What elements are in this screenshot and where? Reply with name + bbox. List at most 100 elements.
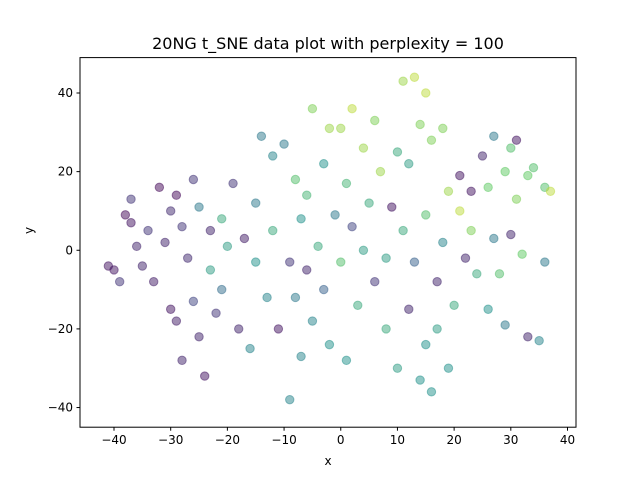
scatter-point	[404, 304, 414, 314]
scatter-point	[302, 265, 312, 275]
scatter-point	[319, 159, 329, 169]
y-axis-ticks: −40 −20 0 20 40	[48, 86, 80, 415]
scatter-point	[449, 300, 459, 311]
scatter-point	[217, 214, 227, 224]
scatter-point	[109, 265, 119, 275]
scatter-point	[171, 316, 182, 326]
scatter-point	[421, 88, 431, 98]
scatter-point	[171, 190, 182, 200]
scatter-point	[438, 123, 448, 134]
scatter-point	[472, 269, 482, 279]
scatter-point	[324, 339, 335, 350]
scatter-point	[336, 257, 346, 267]
scatter-point	[409, 257, 420, 267]
scatter-point	[177, 221, 187, 232]
scatter-point	[387, 202, 397, 212]
scatter-point	[211, 308, 221, 318]
scatter-point	[262, 292, 272, 303]
scatter-point	[506, 229, 516, 240]
scatter-point	[421, 210, 431, 220]
scatter-point	[511, 194, 522, 204]
scatter-point	[137, 261, 148, 271]
scatter-point	[540, 257, 550, 267]
scatter-point	[432, 324, 442, 334]
scatter-point	[506, 143, 516, 153]
scatter-point	[336, 123, 346, 134]
scatter-point	[194, 332, 204, 342]
scatter-point	[494, 269, 505, 279]
scatter-point	[455, 206, 465, 216]
scatter-point	[460, 253, 471, 263]
scatter-point	[205, 265, 216, 275]
scatter-point	[251, 198, 261, 208]
x-tick-label: −10	[271, 433, 296, 447]
scatter-point	[268, 151, 278, 161]
scatter-point	[353, 300, 363, 311]
scatter-point	[426, 135, 437, 145]
x-tick-label: 40	[560, 433, 575, 447]
y-tick-label: 0	[65, 243, 73, 257]
scatter-point	[358, 143, 369, 153]
scatter-point	[165, 304, 176, 314]
scatter-point	[381, 324, 391, 334]
scatter-point	[194, 202, 204, 212]
scatter-point	[347, 221, 357, 232]
scatter-point	[143, 225, 153, 236]
scatter-point	[200, 371, 210, 381]
scatter-point	[415, 119, 425, 130]
scatter-point	[228, 178, 238, 189]
scatter-point	[347, 104, 357, 114]
scatter-point	[183, 253, 193, 263]
scatter-point	[500, 166, 510, 177]
scatter-point	[432, 277, 442, 287]
scatter-point	[245, 343, 255, 354]
scatter-point	[466, 225, 476, 236]
scatter-point	[341, 355, 352, 366]
scatter-point	[483, 182, 493, 193]
x-tick-label: 0	[337, 433, 345, 447]
x-tick-label: −20	[215, 433, 240, 447]
scatter-point	[296, 214, 306, 224]
y-tick-label: 20	[58, 165, 73, 179]
scatter-point	[375, 166, 386, 177]
scatter-point	[443, 186, 454, 196]
scatter-point	[120, 210, 131, 220]
scatter-point	[290, 174, 301, 185]
scatter-point	[205, 225, 216, 236]
y-axis-label: y	[22, 226, 36, 234]
scatter-point	[523, 332, 533, 342]
scatter-point	[489, 233, 499, 244]
scatter-point	[307, 316, 318, 326]
scatter-point	[273, 324, 284, 334]
scatter-point	[455, 170, 465, 181]
scatter-point	[489, 131, 499, 141]
scatter-point	[148, 277, 159, 287]
scatter-point	[534, 335, 544, 346]
scatter-point	[500, 320, 510, 330]
scatter-point	[239, 233, 250, 244]
scatter-point	[426, 387, 437, 397]
scatter-point	[438, 237, 448, 248]
axes-frame	[79, 57, 577, 428]
scatter-point	[285, 257, 295, 267]
scatter-point	[523, 170, 533, 181]
chart-title: 20NG t_SNE data plot with perplexity = 1…	[152, 34, 504, 53]
scatter-point	[268, 225, 278, 236]
scatter-point	[528, 162, 539, 173]
scatter-point	[364, 198, 374, 208]
scatter-point	[443, 363, 454, 373]
scatter-point	[290, 292, 301, 303]
scatter-point	[131, 241, 142, 252]
y-tick-label: 40	[58, 86, 73, 100]
scatter-point	[409, 72, 420, 82]
scatter-point	[154, 182, 165, 193]
scatter-point	[165, 206, 176, 216]
scatter-point	[545, 186, 556, 196]
scatter-point	[177, 355, 187, 366]
scatter-point	[222, 241, 233, 252]
y-tick-label: −40	[48, 401, 73, 415]
scatter-point	[256, 131, 267, 141]
scatter-point	[126, 218, 136, 228]
scatter-point	[398, 225, 408, 236]
scatter-point	[477, 151, 488, 161]
